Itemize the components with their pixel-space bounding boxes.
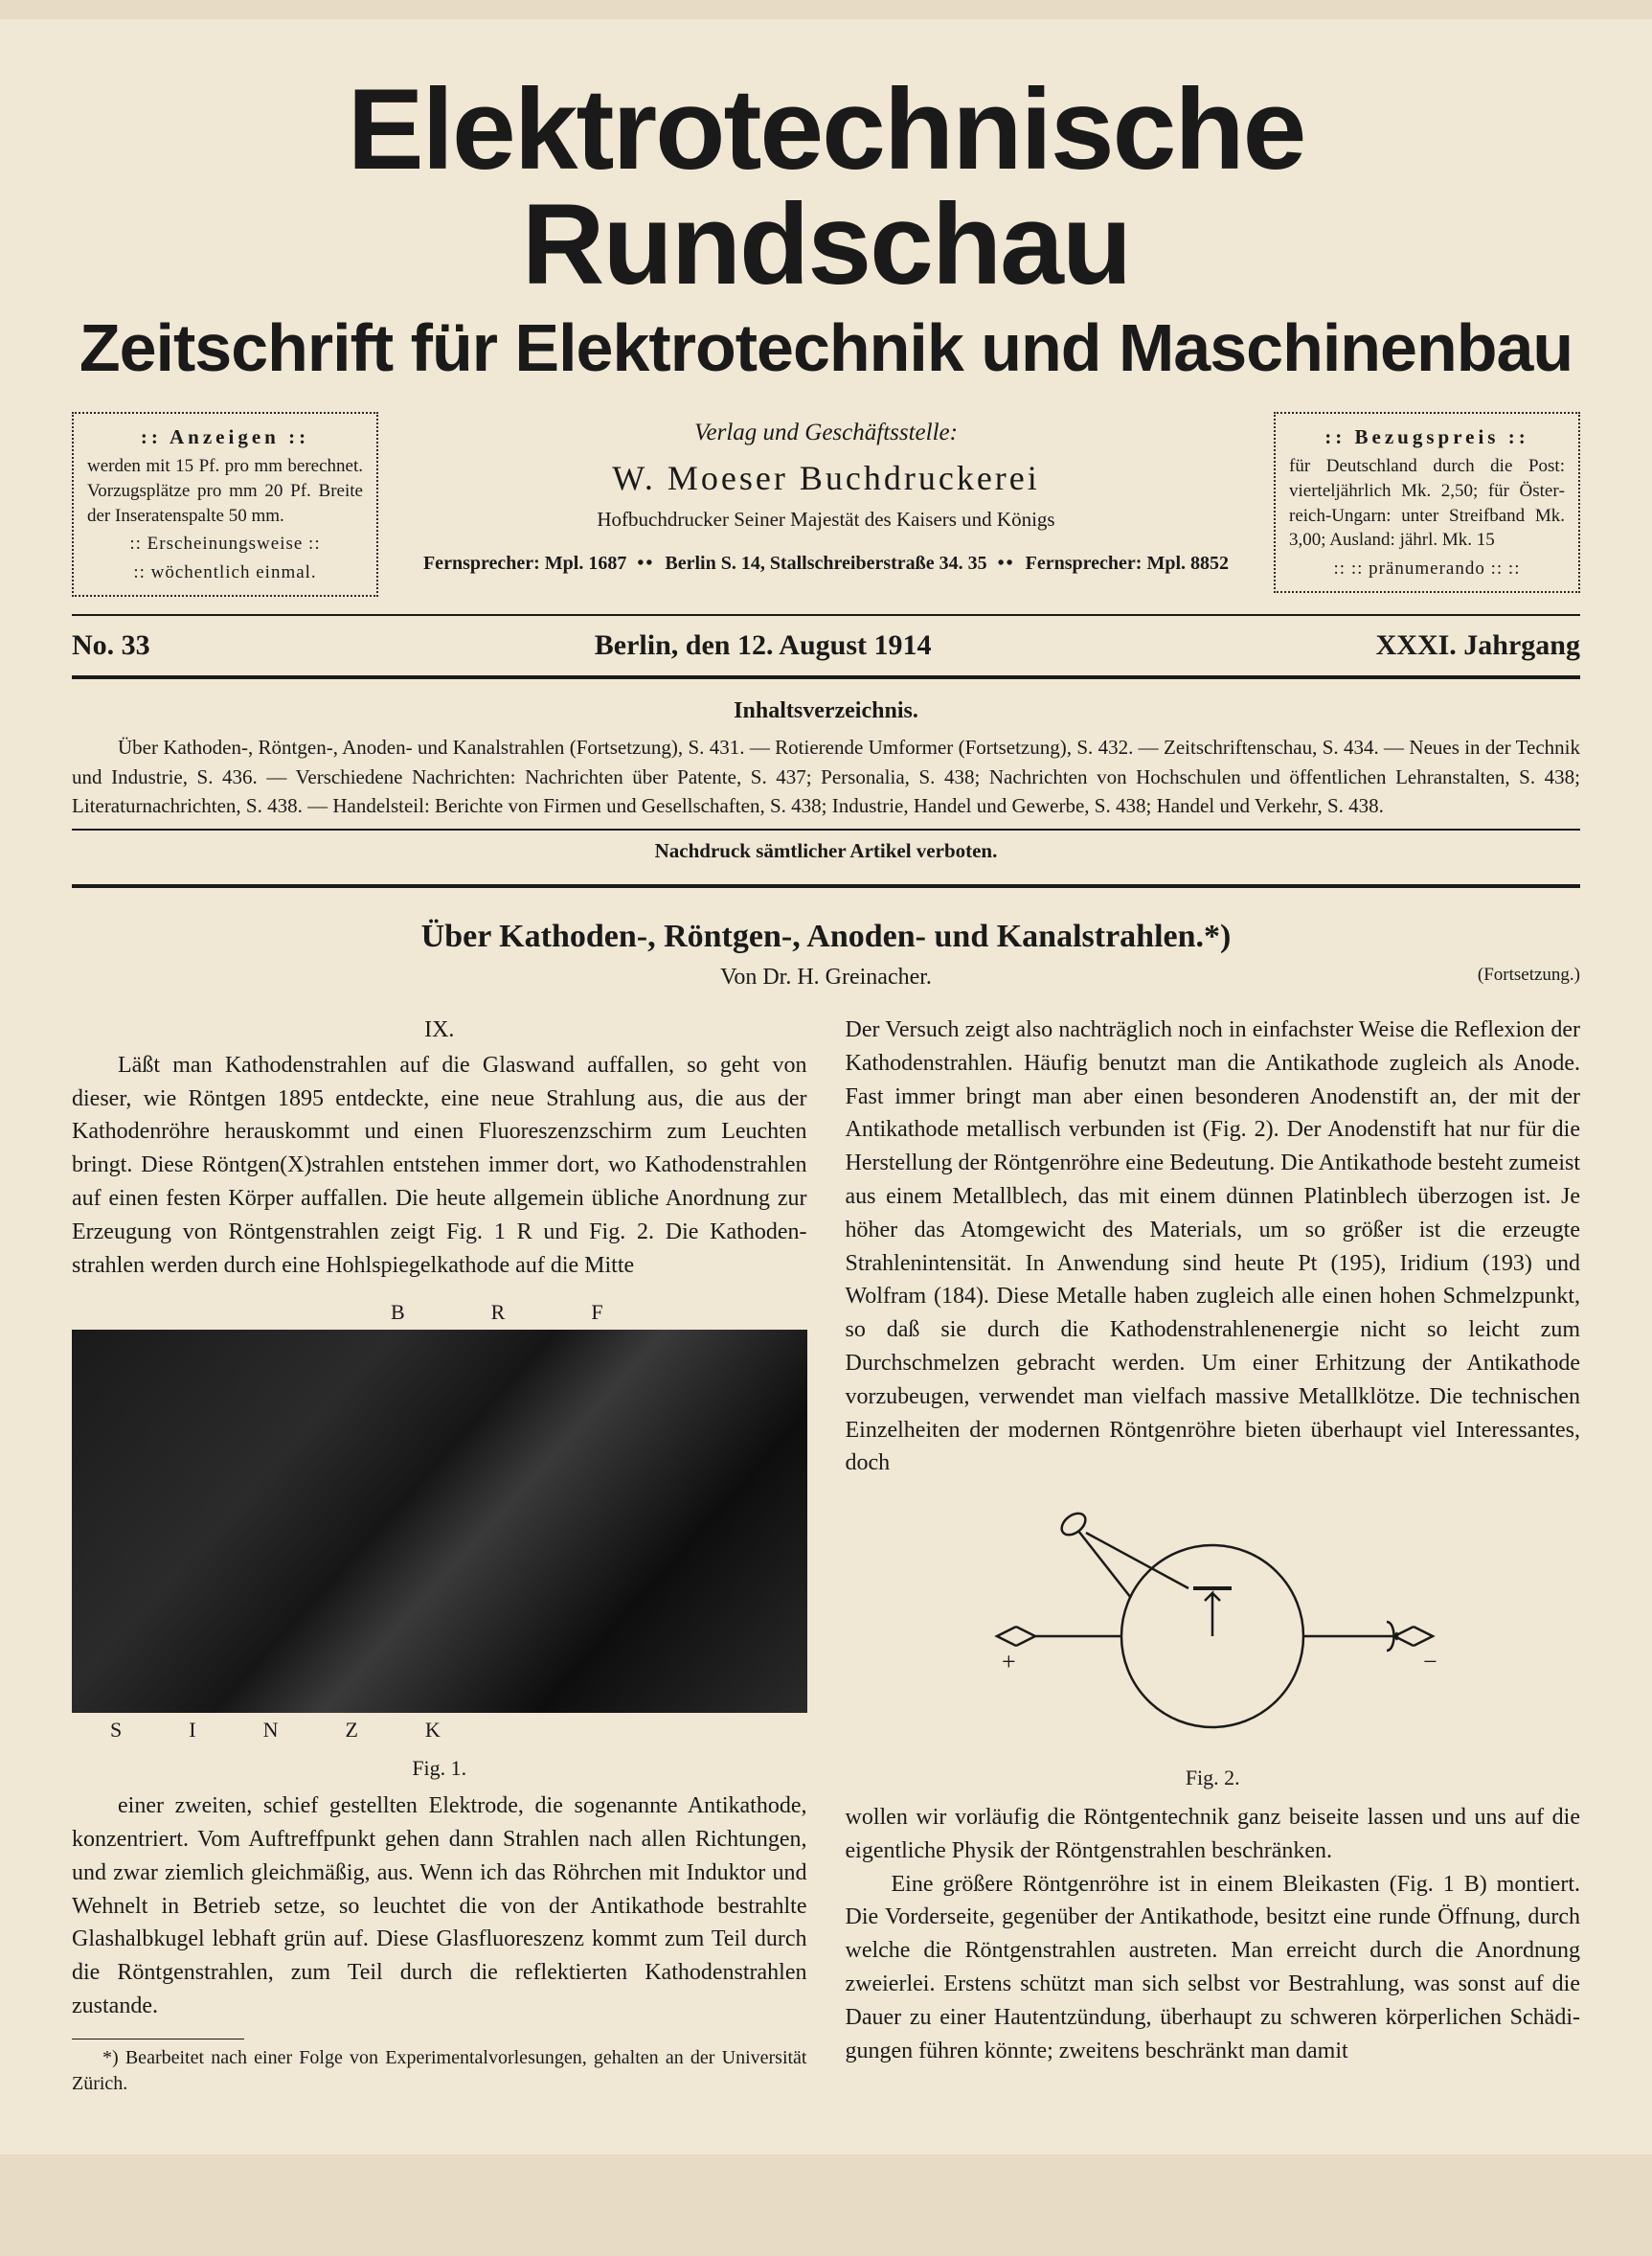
figure-1: B R F S I N Z K Fig. 1. — [72, 1295, 807, 1784]
table-of-contents: Inhaltsverzeichnis. Über Kathoden-, Rönt… — [72, 679, 1580, 885]
fig1-label: B — [391, 1297, 405, 1328]
pricebox-body: für Deutschland durch die Post: viertelj… — [1289, 454, 1565, 553]
toc-title: Inhaltsverzeichnis. — [72, 695, 1580, 728]
fig2-minus-label: − — [1423, 1648, 1437, 1675]
rule-thick — [72, 884, 1580, 888]
pricebox-footer: :: :: pränumerando :: :: — [1289, 557, 1565, 581]
figure-2: + − Fig. 2. — [846, 1497, 1581, 1793]
fig1-label: Z — [345, 1715, 357, 1745]
paragraph: Eine größere Röntgenröhre ist in einem B… — [846, 1868, 1581, 2068]
article: Über Kathoden-, Röntgen-, Anoden- und Ka… — [72, 919, 1580, 2097]
publisher-block: Verlag und Geschäftsstelle: W. Moeser Bu… — [378, 412, 1274, 575]
advertisement-box: :: Anzeigen :: werden mit 15 Pf. pro mm … — [72, 412, 378, 597]
article-title: Über Kathoden-, Röntgen-, Anoden- und Ka… — [72, 919, 1580, 955]
publisher-subtitle: Hofbuchdrucker Seiner Majestät des Kaise… — [397, 508, 1255, 532]
fig1-label: N — [263, 1715, 279, 1745]
paragraph: Läßt man Kathodenstrahlen auf die Glaswa… — [72, 1049, 807, 1283]
separator-dots: •• — [637, 553, 654, 574]
issue-row: No. 33 Berlin, den 12. August 1914 XXXI.… — [72, 616, 1580, 675]
article-byline: Von Dr. H. Greinacher. — [720, 965, 932, 990]
paragraph: einer zweiten, schief gestellten Elektro… — [72, 1789, 807, 2023]
paragraph: wollen wir vorläufig die Röntgentechnik … — [846, 1801, 1581, 1868]
separator-dots: •• — [998, 553, 1015, 574]
masthead-title: Elektrotechnische Rundschau — [72, 72, 1580, 302]
publisher-address: Berlin S. 14, Stallschreiberstraße 34. 3… — [665, 553, 986, 574]
continuation-label: (Fortsetzung.) — [1478, 965, 1580, 986]
fig1-label: R — [491, 1297, 506, 1328]
fig1-label: I — [189, 1715, 195, 1745]
paragraph: Der Versuch zeigt also nachträglich noch… — [846, 1014, 1581, 1480]
fig1-top-labels: B R F — [72, 1295, 807, 1330]
telephone-left: Fernsprecher: Mpl. 1687 — [423, 553, 626, 574]
adbox-title: :: Anzeigen :: — [87, 423, 363, 450]
publisher-name: W. Moeser Buchdruckerei — [397, 458, 1255, 498]
fig2-caption: Fig. 2. — [846, 1763, 1581, 1793]
fig1-label: S — [110, 1715, 122, 1745]
telephone-right: Fernsprecher: Mpl. 8852 — [1026, 553, 1229, 574]
pricebox-title: :: Bezugspreis :: — [1289, 423, 1565, 450]
byline-row: Von Dr. H. Greinacher. (Fortsetzung.) — [72, 965, 1580, 991]
publisher-label: Verlag und Geschäftsstelle: — [397, 420, 1255, 446]
section-number: IX. — [72, 1014, 807, 1047]
issue-volume: XXXI. Jahrgang — [1376, 629, 1580, 662]
issue-number: No. 33 — [72, 629, 150, 662]
masthead-subtitle: Zeitschrift für Elektrotechnik und Masch… — [72, 311, 1580, 385]
fig1-label: F — [591, 1297, 602, 1328]
journal-page: Elektrotechnische Rundschau Zeitschrift … — [0, 19, 1652, 2154]
fig2-diagram: + − — [983, 1497, 1442, 1746]
footnote: *) Bearbeitet nach einer Folge von Exper… — [72, 2045, 807, 2097]
toc-body: Über Kathoden-, Röntgen-, Anoden- und Ka… — [72, 733, 1580, 820]
publisher-address-line: Fernsprecher: Mpl. 1687 •• Berlin S. 14,… — [397, 553, 1255, 575]
adbox-footer1: :: Erscheinungsweise :: — [87, 532, 363, 557]
footnote-rule — [72, 2039, 244, 2040]
subscription-price-box: :: Bezugspreis :: für Deutschland durch … — [1274, 412, 1580, 593]
issue-dateline: Berlin, den 12. August 1914 — [595, 629, 932, 662]
fig1-photo — [72, 1330, 807, 1713]
publisher-info-row: :: Anzeigen :: werden mit 15 Pf. pro mm … — [72, 412, 1580, 597]
fig1-bottom-labels: S I N Z K — [72, 1713, 807, 1747]
fig1-caption: Fig. 1. — [72, 1753, 807, 1784]
adbox-body: werden mit 15 Pf. pro mm berechnet. Vor­… — [87, 454, 363, 528]
reprint-notice: Nachdruck sämtlicher Artikel verboten. — [72, 829, 1580, 875]
fig2-plus-label: + — [1002, 1648, 1016, 1675]
adbox-footer2: :: wöchentlich einmal. — [87, 560, 363, 585]
fig1-label: K — [425, 1715, 441, 1745]
article-body-columns: IX. Läßt man Kathodenstrahlen auf die Gl… — [72, 1014, 1580, 2097]
